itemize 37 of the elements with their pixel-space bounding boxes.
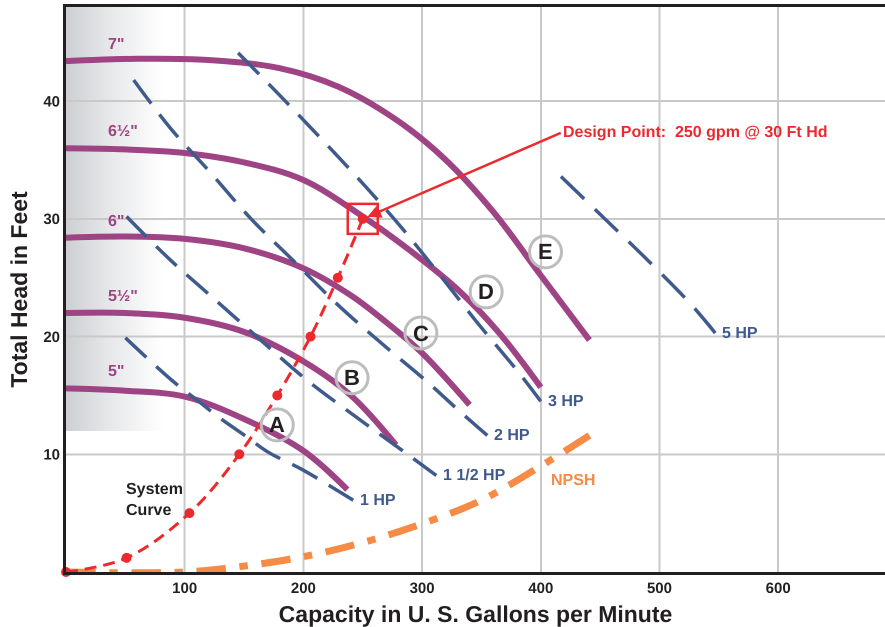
x-tick-label: 200 (290, 580, 316, 597)
x-tick-label: 400 (528, 580, 554, 597)
series-label: 5 HP (722, 325, 758, 342)
annotation: B (344, 365, 360, 390)
series-label: 6" (108, 213, 124, 230)
series-label: NPSH (551, 472, 596, 489)
series-label: 1 1/2 HP (443, 467, 506, 484)
point (332, 272, 343, 283)
annotation: C (413, 321, 429, 346)
point (184, 508, 194, 518)
y-tick-label: 10 (43, 446, 60, 464)
x-tick-label: 100 (172, 580, 198, 597)
point (306, 332, 316, 342)
annotation: E (538, 239, 553, 264)
point (272, 390, 282, 400)
point (234, 449, 244, 460)
annotation: Design Point: 250 gpm @ 30 Ft Hd (563, 124, 828, 141)
series-label: System Curve (126, 481, 183, 519)
series-label: 5" (108, 363, 124, 380)
series-label: 6½" (108, 123, 138, 140)
y-axis-title: Total Head in Feet (6, 190, 32, 388)
line-series (559, 174, 718, 335)
x-tick-label: 600 (766, 580, 791, 597)
x-tick-label: 500 (646, 580, 672, 597)
series-label: 5½" (108, 288, 138, 305)
series-label: 1 HP (360, 492, 396, 509)
y-tick-label: 30 (43, 211, 60, 228)
point (122, 552, 132, 563)
series-label: 3 HP (548, 393, 584, 410)
series-label: 7" (108, 36, 124, 53)
y-tick-label: 20 (43, 328, 60, 346)
x-tick-label: 300 (410, 580, 435, 597)
annotation: D (478, 279, 494, 304)
x-axis-title: Capacity in U. S. Gallons per Minute (278, 601, 672, 627)
y-tick-label: 40 (43, 93, 60, 110)
series-label: 2 HP (494, 427, 530, 444)
annotation: A (269, 412, 285, 437)
